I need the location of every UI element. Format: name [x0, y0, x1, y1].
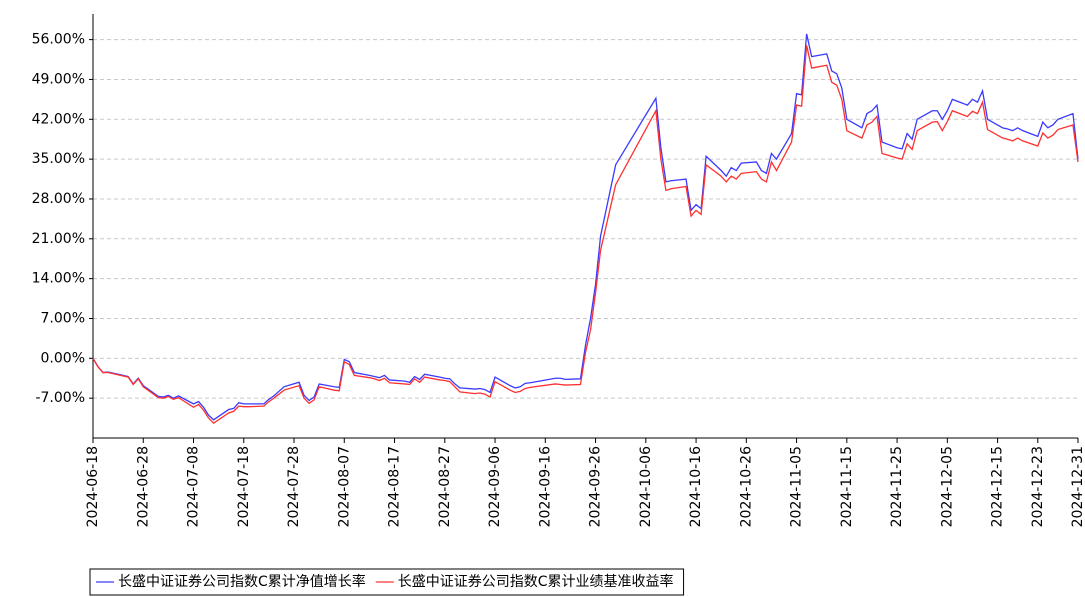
x-tick-label: 2024-10-26 [738, 446, 754, 527]
y-tick-label: 56.00% [32, 32, 85, 48]
legend-label: 长盛中证证券公司指数C累计业绩基准收益率 [398, 573, 674, 590]
x-tick-label: 2024-06-18 [85, 446, 101, 527]
y-tick-label: 0.00% [41, 350, 85, 366]
x-tick-label: 2024-11-25 [889, 446, 905, 527]
x-tick-label: 2024-08-07 [336, 446, 352, 527]
x-tick-label: 2024-12-31 [1070, 446, 1085, 527]
x-tick-label: 2024-09-06 [487, 446, 503, 527]
x-tick-label: 2024-10-06 [638, 446, 654, 527]
x-tick-label: 2024-12-05 [939, 446, 955, 527]
x-tick-label: 2024-12-23 [1030, 446, 1046, 527]
x-tick-label: 2024-09-16 [537, 446, 553, 527]
y-tick-label: 35.00% [32, 151, 85, 167]
x-tick-label: 2024-08-17 [387, 446, 403, 527]
x-tick-label: 2024-12-15 [990, 446, 1006, 527]
x-tick-label: 2024-07-18 [236, 446, 252, 527]
x-tick-label: 2024-07-28 [286, 446, 302, 527]
series-line [92, 33, 1079, 421]
legend-label: 长盛中证证券公司指数C累计净值增长率 [118, 573, 366, 590]
y-tick-label: 7.00% [41, 310, 85, 326]
x-tick-label: 2024-07-08 [186, 446, 202, 527]
y-tick-label: -7.00% [35, 390, 85, 406]
legend: 长盛中证证券公司指数C累计净值增长率 长盛中证证券公司指数C累计业绩基准收益率 [89, 568, 685, 596]
x-tick-label: 2024-09-26 [588, 446, 604, 527]
x-tick-label: 2024-11-05 [789, 446, 805, 527]
y-tick-label: 28.00% [32, 191, 85, 207]
y-tick-label: 49.00% [32, 71, 85, 87]
y-tick-label: 21.00% [32, 231, 85, 247]
x-tick-label: 2024-11-15 [839, 446, 855, 527]
x-tick-label: 2024-06-28 [135, 446, 151, 527]
y-tick-label: 14.00% [32, 271, 85, 287]
y-tick-label: 42.00% [32, 111, 85, 127]
x-tick-label: 2024-10-16 [688, 446, 704, 527]
series-line [92, 45, 1079, 425]
x-tick-label: 2024-08-27 [437, 446, 453, 527]
